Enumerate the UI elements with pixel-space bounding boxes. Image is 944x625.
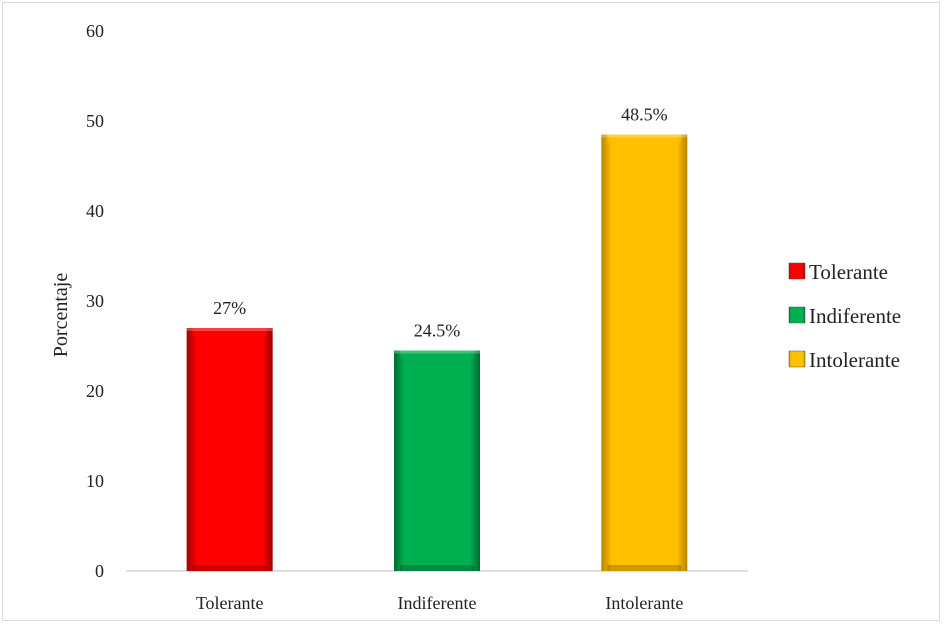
y-tick-label: 20 <box>86 381 104 401</box>
legend-label: Indiferente <box>809 304 901 328</box>
legend-item-tolerante: Tolerante <box>788 260 888 284</box>
bar-tolerante <box>186 328 273 571</box>
legend: Tolerante Indiferente Intolerante <box>788 260 901 372</box>
x-tick-label-tolerante: Tolerante <box>196 593 264 613</box>
data-label-indiferente: 24.5% <box>414 321 461 341</box>
legend-item-indiferente: Indiferente <box>788 304 901 328</box>
y-tick-label: 0 <box>95 561 104 581</box>
legend-swatch <box>788 350 806 368</box>
data-label-intolerante: 48.5% <box>621 105 668 125</box>
x-tick-label-intolerante: Intolerante <box>605 593 683 613</box>
legend-swatch <box>788 262 806 280</box>
bars <box>186 134 688 571</box>
y-tick-label: 60 <box>86 21 104 41</box>
y-tick-label: 10 <box>86 471 104 491</box>
y-axis-label: Porcentaje <box>50 273 72 358</box>
legend-label: Tolerante <box>809 260 888 284</box>
legend-label: Intolerante <box>809 348 900 372</box>
bar-indiferente <box>394 350 480 571</box>
y-tick-label: 30 <box>86 291 104 311</box>
y-tick-label: 50 <box>86 111 104 131</box>
category-labels: Tolerante Indiferente Intolerante <box>196 593 684 613</box>
legend-swatch <box>788 306 806 324</box>
x-tick-label-indiferente: Indiferente <box>398 593 477 613</box>
data-labels: 27% 24.5% 48.5% <box>213 105 667 341</box>
data-label-tolerante: 27% <box>213 298 246 318</box>
y-tick-label: 40 <box>86 201 104 221</box>
y-axis-ticks: 0 10 20 30 40 50 60 <box>86 21 104 581</box>
legend-item-intolerante: Intolerante <box>788 348 900 372</box>
bar-intolerante <box>601 134 688 571</box>
